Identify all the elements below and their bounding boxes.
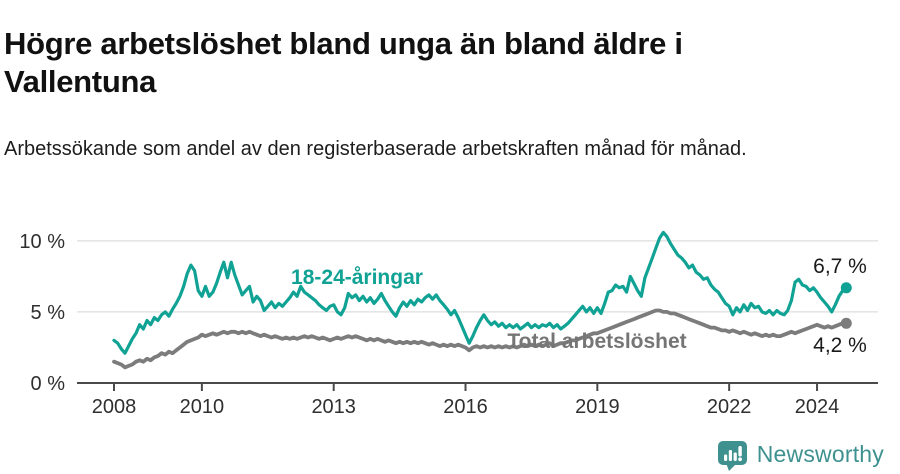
series-label-youth: 18-24-åringar: [291, 266, 423, 289]
total-line: [112, 308, 849, 370]
y-axis-tick-label: 5 %: [31, 302, 66, 324]
chart-subtitle: Arbetssökande som andel av den registerb…: [4, 138, 747, 160]
chart-series: [112, 230, 852, 370]
newsworthy-logo-icon: [716, 438, 749, 471]
x-axis-tick-label: 2024: [795, 396, 840, 418]
total-end-dot: [840, 317, 852, 329]
x-axis-tick-label: 2013: [311, 396, 356, 418]
youth-line: [112, 230, 848, 355]
series-label-total: Total arbetslöshet: [507, 330, 686, 353]
end-value-youth: 6,7 %: [813, 255, 867, 278]
x-axis-tick-label: 2008: [92, 396, 137, 418]
x-axis-tick-label: 2019: [575, 396, 620, 418]
newsworthy-wordmark: Newsworthy: [756, 441, 884, 467]
page-title: Högre arbetslöshet bland unga än bland ä…: [4, 25, 683, 99]
unemployment-line-chart: 0 %5 %10 % 2008 2010 2013 2016 2019 2022 2024 …: [19, 230, 878, 418]
y-axis: 0 % 5 % 10 %: [19, 231, 878, 395]
newsworthy-branding[interactable]: Newsworthy: [716, 438, 884, 471]
y-axis-tick-label: 10 %: [19, 231, 65, 253]
x-axis: 2008 2010 2013 2016 2019 2022 2024: [92, 383, 840, 418]
youth-end-dot: [840, 282, 852, 294]
x-axis-tick-label: 2022: [707, 396, 752, 418]
y-axis-tick-label: 0 %: [31, 373, 66, 395]
end-value-total: 4,2 %: [813, 334, 867, 357]
x-axis-tick-label: 2016: [443, 396, 488, 418]
x-axis-tick-label: 2010: [180, 396, 225, 418]
